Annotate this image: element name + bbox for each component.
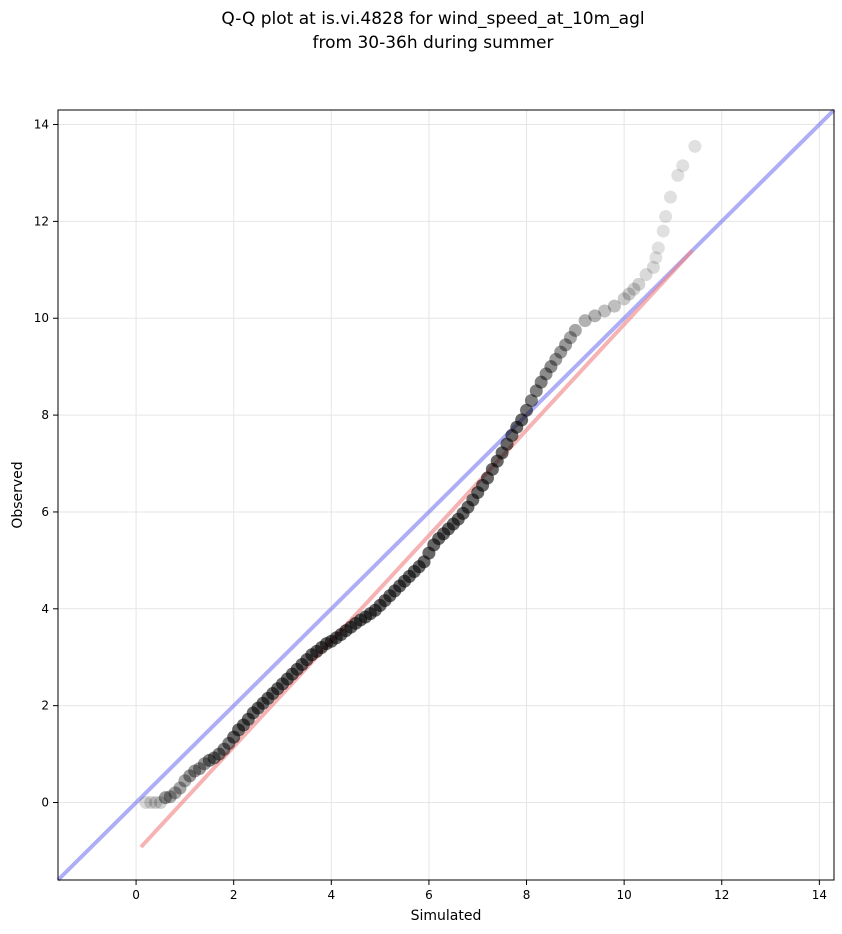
y-tick-label: 10: [34, 311, 49, 325]
data-point: [168, 786, 182, 800]
y-tick-label: 2: [41, 699, 49, 713]
x-tick-label: 8: [523, 888, 531, 902]
x-tick-label: 10: [616, 888, 631, 902]
y-tick-label: 12: [34, 214, 49, 228]
data-point: [622, 287, 636, 301]
data-point: [639, 268, 653, 282]
data-point: [544, 360, 558, 374]
data-point: [534, 375, 548, 389]
y-tick-label: 4: [41, 602, 49, 616]
x-tick-label: 6: [425, 888, 433, 902]
data-point: [178, 774, 192, 788]
data-point: [158, 791, 172, 805]
data-point: [563, 331, 577, 345]
data-point: [617, 292, 631, 306]
data-point: [646, 260, 660, 274]
y-tick-label: 6: [41, 505, 49, 519]
y-axis-label: Observed: [10, 461, 26, 528]
x-tick-label: 0: [132, 888, 140, 902]
data-point: [549, 352, 563, 366]
data-point: [664, 190, 678, 204]
x-tick-label: 4: [327, 888, 335, 902]
y-tick-label: 14: [34, 118, 49, 132]
x-tick-label: 14: [812, 888, 827, 902]
data-point: [607, 299, 621, 313]
data-point: [539, 367, 553, 381]
data-point: [139, 796, 153, 810]
data-point: [188, 764, 202, 778]
data-point: [627, 282, 641, 296]
data-point: [183, 769, 197, 783]
data-point: [559, 338, 573, 352]
plot-area-frame: [57, 109, 835, 881]
y-tick-label: 0: [41, 796, 49, 810]
data-point: [659, 210, 673, 224]
reference-lines: [56, 108, 836, 882]
data-point: [578, 314, 592, 328]
data-point: [524, 394, 538, 408]
x-axis-ticks: 0 2 4 6 8 10 12 14: [132, 880, 827, 902]
data-point: [671, 168, 685, 182]
data-point: [153, 796, 167, 810]
data-point: [163, 790, 177, 804]
data-point: [688, 139, 702, 153]
x-tick-label: 12: [714, 888, 729, 902]
grid-lines: [58, 110, 834, 880]
data-point: [144, 796, 158, 810]
x-axis-label: Simulated: [411, 908, 482, 924]
x-tick-label: 2: [230, 888, 238, 902]
data-point: [656, 224, 670, 238]
identity-line: [56, 108, 836, 882]
data-point: [649, 251, 663, 265]
data-points: [139, 139, 702, 810]
data-point: [520, 403, 534, 417]
data-point: [173, 781, 187, 795]
data-point: [568, 323, 582, 337]
data-point: [632, 277, 646, 291]
y-axis-ticks: 0 2 4 6 8 10 12 14: [34, 118, 58, 810]
data-point: [193, 762, 207, 776]
data-point: [149, 796, 163, 810]
chart-title-line1: Q-Q plot at is.vi.4828 for wind_speed_at…: [221, 9, 644, 29]
data-point: [598, 304, 612, 318]
chart-title-line2: from 30-36h during summer: [313, 33, 554, 53]
data-point: [651, 241, 665, 255]
data-point: [554, 345, 568, 359]
data-point: [515, 413, 529, 427]
data-point: [588, 309, 602, 323]
y-tick-label: 8: [41, 408, 49, 422]
data-point: [676, 159, 690, 173]
